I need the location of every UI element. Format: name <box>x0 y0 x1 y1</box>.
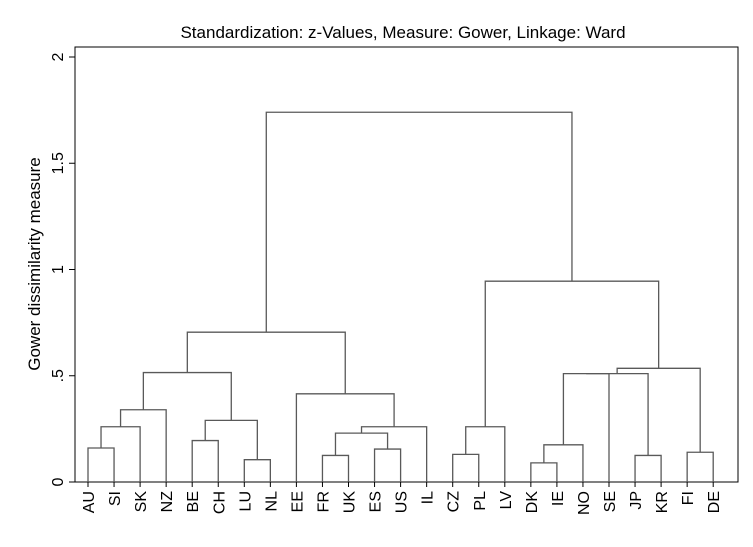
leaf-label-ie: IE <box>550 491 567 506</box>
merge-link-c11 <box>360 426 428 482</box>
leaf-label-nl: NL <box>263 491 280 512</box>
merge-link-c12 <box>295 393 395 482</box>
merge-link-c17 <box>543 444 584 482</box>
leaf-label-es: ES <box>368 491 385 512</box>
merge-link-c13 <box>186 331 346 394</box>
merge-link-c22 <box>616 367 701 453</box>
chart-title: Standardization: z-Values, Measure: Gowe… <box>180 23 625 42</box>
merge-link-c24 <box>265 111 573 333</box>
merge-link-c5 <box>243 459 271 482</box>
merge-link-c21 <box>686 451 714 482</box>
merge-link-c4 <box>191 439 219 482</box>
merge-link-c1 <box>87 447 115 482</box>
leaf-label-kr: KR <box>654 491 671 513</box>
merge-link-c9 <box>373 448 402 482</box>
plot-frame <box>74 46 739 483</box>
y-tick-label: 1.5 <box>50 152 67 174</box>
leaf-label-nz: NZ <box>159 491 176 513</box>
leaf-label-lu: LU <box>237 491 254 511</box>
leaf-label-us: US <box>394 491 411 513</box>
merge-link-c16 <box>530 462 558 482</box>
y-tick-label: 1 <box>50 265 67 274</box>
merge-link-c7 <box>142 371 232 421</box>
leaf-label-si: SI <box>107 491 124 506</box>
merge-link-c14 <box>452 453 480 482</box>
leaf-label-au: AU <box>81 491 98 513</box>
leaf-label-pl: PL <box>472 491 489 511</box>
merge-link-c2 <box>100 426 141 482</box>
y-tick-label: 0 <box>50 477 67 486</box>
leaf-label-dk: DK <box>524 491 541 514</box>
leaf-label-be: BE <box>185 491 202 512</box>
merge-link-c3 <box>119 409 167 482</box>
leaf-label-ch: CH <box>211 491 228 514</box>
leaf-label-ee: EE <box>289 491 306 512</box>
merge-link-c19 <box>634 454 662 482</box>
leaf-labels: AU SI SK NZ BE CH LU NL EE FR UK ES US IL CZ PL LV DK IE NO… <box>81 482 723 515</box>
y-axis-label: Gower dissimilarity measure <box>25 157 44 371</box>
merge-link-c18 <box>562 372 610 482</box>
y-axis: 0 .5 1 1.5 2 <box>50 52 75 486</box>
y-tick-label: 2 <box>50 52 67 61</box>
merge-link-c10 <box>334 432 389 456</box>
merge-link-c20 <box>586 372 649 456</box>
merge-link-c8 <box>321 454 350 482</box>
leaf-label-sk: SK <box>133 491 150 513</box>
leaf-label-fi: FI <box>680 491 697 505</box>
leaf-label-fr: FR <box>315 491 332 512</box>
leaf-label-no: NO <box>576 491 593 515</box>
y-tick-label: .5 <box>50 369 67 382</box>
leaf-label-lv: LV <box>498 491 515 510</box>
leaf-label-il: IL <box>420 491 437 504</box>
leaf-label-jp: JP <box>628 491 645 510</box>
merge-link-c23 <box>484 280 660 427</box>
leaf-label-de: DE <box>706 491 723 513</box>
dendrogram-links <box>87 111 714 482</box>
leaf-label-se: SE <box>602 491 619 512</box>
leaf-label-uk: UK <box>342 491 359 514</box>
leaf-label-cz: CZ <box>446 491 463 513</box>
